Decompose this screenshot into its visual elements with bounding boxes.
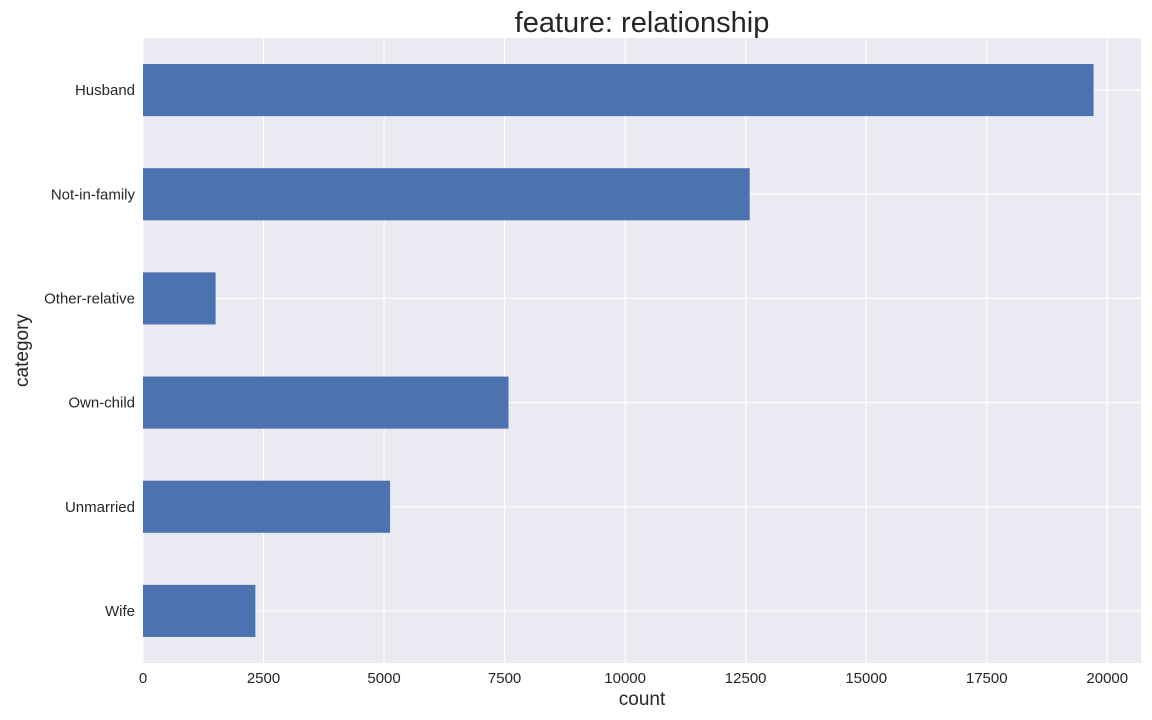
x-tick-label: 17500 xyxy=(966,670,1008,687)
y-tick-label: Own-child xyxy=(68,395,135,412)
y-tick-label: Wife xyxy=(105,603,135,620)
chart-title: feature: relationship xyxy=(515,7,770,39)
plot-area xyxy=(143,38,1141,663)
x-tick-label: 5000 xyxy=(367,670,400,687)
x-tick-labels: 0 2500 5000 7500 10000 12500 15000 17500 20000 xyxy=(139,670,1128,687)
bar xyxy=(143,168,750,221)
bar xyxy=(143,584,256,637)
x-tick-label: 10000 xyxy=(604,670,646,687)
y-tick-label: Unmarried xyxy=(65,499,135,516)
x-tick-label: 0 xyxy=(139,670,147,687)
x-tick-label: 15000 xyxy=(845,670,887,687)
y-axis-title: category xyxy=(12,314,33,387)
x-tick-label: 12500 xyxy=(725,670,767,687)
y-tick-label: Not-in-family xyxy=(51,186,136,203)
y-tick-labels: Husband Not-in-family Other-relative Own-ch… xyxy=(44,82,135,620)
x-tick-label: 20000 xyxy=(1086,670,1128,687)
bar xyxy=(143,64,1094,117)
x-axis-title: count xyxy=(619,689,666,710)
y-tick-label: Other-relative xyxy=(44,290,135,307)
bar xyxy=(143,480,391,533)
x-tick-label: 2500 xyxy=(247,670,280,687)
x-tick-label: 7500 xyxy=(488,670,521,687)
bar xyxy=(143,272,216,325)
bar xyxy=(143,376,509,429)
bars xyxy=(143,64,1094,637)
y-tick-label: Husband xyxy=(75,82,135,99)
